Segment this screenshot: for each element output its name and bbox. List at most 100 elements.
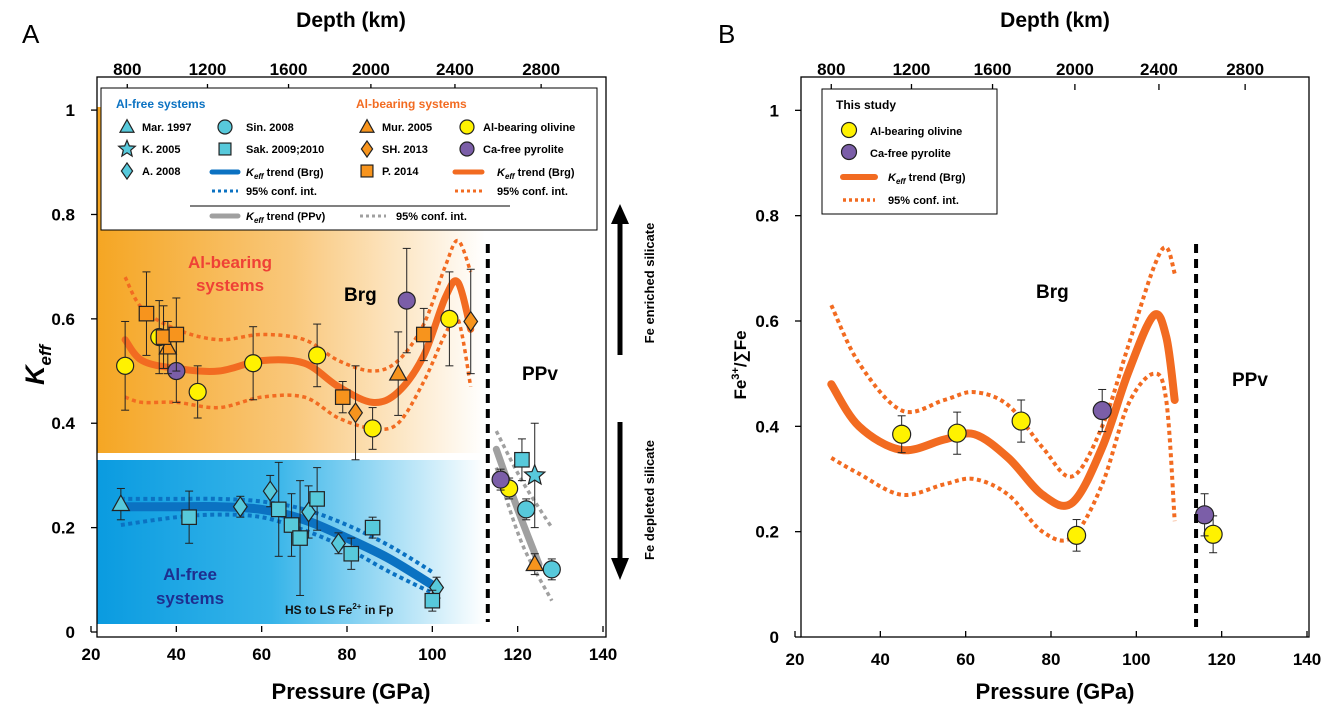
y-axis-title-a: Keff — [20, 343, 55, 385]
y-axis-title-b: Fe3+/∑Fe — [730, 330, 750, 399]
ca-free-pyrolite-point — [1092, 400, 1112, 421]
legend-mur-marker — [358, 118, 376, 133]
legend-sh-label: SH. 2013 — [382, 144, 428, 156]
a-2008-point — [232, 495, 248, 518]
legend-heading-this-study: This study — [836, 98, 896, 112]
al-bearing-olivine-point — [244, 354, 263, 373]
legend-sh-marker — [360, 139, 374, 159]
al-bearing-olivine-point — [116, 356, 135, 375]
legend-olivine-label: Al-bearing olivine — [483, 122, 575, 134]
al-bearing-olivine-point — [892, 424, 912, 444]
p-2014-point — [334, 389, 351, 405]
legend-b-olivine-label: Al-bearing olivine — [870, 126, 962, 138]
data-points-a — [111, 247, 561, 612]
legend-trend-gray-label: Keff trend (PPv) — [246, 211, 326, 225]
brg-label-b: Brg — [1036, 282, 1069, 303]
axes-b: 20 40 60 80 100 120 140 0 0.2 0.4 0.6 0.8 1 800 1200 16… — [755, 60, 1321, 669]
brg-upper-conf — [829, 245, 1177, 479]
x-tick-label: 60 — [252, 645, 271, 664]
legend-b-olivine-marker — [840, 121, 858, 139]
sak-2009-2010-point — [424, 592, 441, 609]
legend-a: Al-free systems Al-bearing systems Mar. … — [100, 87, 598, 231]
x-tick-label: 140 — [1293, 650, 1321, 669]
y-axis-title-fe: Fe — [731, 380, 750, 400]
trend-lines-b — [827, 245, 1179, 543]
mur-2005-point — [388, 363, 408, 381]
sak-2009-2010-point — [309, 491, 325, 507]
legend-trend-orange-label: Keff trend (Brg) — [497, 167, 575, 181]
x2-tick-label: 800 — [113, 60, 141, 79]
mur-2005-point — [525, 553, 545, 572]
x2-tick-label: 2800 — [522, 60, 560, 79]
legend-trend-blue-label-k: K — [246, 167, 255, 179]
x2-tick-label: 1200 — [893, 60, 931, 79]
y-tick-label: 0.2 — [755, 523, 779, 542]
legend-pyrolite-label: Ca-free pyrolite — [483, 144, 564, 156]
y-tick-label: 0 — [770, 628, 779, 647]
x2-tick-label: 2800 — [1226, 60, 1264, 79]
y-tick-label: 0.4 — [755, 417, 779, 436]
sak-2009-2010-point — [364, 519, 381, 536]
hs-ls-text: HS to LS Fe — [285, 603, 353, 617]
al-bearing-olivine-point — [1066, 525, 1087, 545]
legend-trend-gray-label-tail: trend (PPv) — [264, 211, 326, 223]
x-tick-label: 80 — [338, 645, 357, 664]
legend-b-trend-label: Keff trend (Brg) — [888, 172, 966, 186]
hs-ls-sup: 2+ — [352, 602, 361, 611]
y-tick-label: 0.8 — [51, 205, 75, 224]
ca-free-pyrolite-point — [397, 291, 416, 310]
brg-trend — [827, 310, 1179, 510]
legend-conf-gray-label: 95% conf. int. — [396, 211, 467, 223]
legend-trend-orange-label-tail: trend (Brg) — [515, 167, 575, 179]
k-2005-point — [523, 463, 547, 486]
legend-mar-label: Mar. 1997 — [142, 122, 192, 134]
x2-tick-label: 2000 — [1056, 60, 1094, 79]
x2-tick-label: 1600 — [270, 60, 308, 79]
legend-mur-label: Mur. 2005 — [382, 122, 432, 134]
al-bearing-label-1: Al-bearing — [188, 253, 272, 272]
legend-trend-gray-label-sub: eff — [254, 216, 265, 225]
p-2014-point — [415, 326, 432, 343]
x2-tick-label: 2400 — [436, 60, 474, 79]
panel-label-b: B — [718, 19, 735, 49]
legend-b-pyrolite-marker — [840, 143, 858, 161]
sin-2008-point — [542, 560, 561, 579]
sak-2009-2010-point — [514, 451, 530, 468]
hs-ls-tail: in Fp — [361, 603, 393, 617]
x2-tick-label: 2000 — [352, 60, 390, 79]
x-tick-label: 40 — [167, 645, 186, 664]
brg-label-a: Brg — [344, 285, 377, 306]
y-axis-title-tail: /∑Fe — [731, 330, 750, 367]
plot-frame-b — [800, 76, 1310, 638]
x-tick-label: 100 — [418, 645, 446, 664]
a-2008-point — [301, 501, 317, 523]
sak-2009-2010-point — [292, 530, 308, 546]
legend-a-items: Mar. 1997 K. 2005 A. 2008 Sin. 2008 Sak. 200… — [117, 118, 575, 225]
legend-sak-label: Sak. 2009;2010 — [246, 144, 324, 156]
legend-heading-al-bearing: Al-bearing systems — [356, 97, 467, 111]
legend-b-trend-sub: eff — [896, 177, 907, 186]
p-2014-point — [138, 305, 155, 322]
brg-lower-conf — [830, 371, 1177, 543]
legend-trend-blue-label-sub: eff — [254, 172, 265, 181]
legend-trend-blue-label: Keff trend (Brg) — [246, 167, 324, 181]
sak-2009-2010-point — [283, 517, 300, 533]
x-tick-label: 40 — [871, 650, 890, 669]
ppv-label-a: PPv — [522, 364, 558, 385]
legend-b-items: Al-bearing olivine Ca-free pyrolite Keff t… — [840, 121, 966, 207]
axes-a: 20 40 60 80 100 120 140 0 0.2 0.4 0.6 0.8 1 800 1200 16… — [51, 60, 617, 664]
x-tick-label: 140 — [589, 645, 617, 664]
legend-sin-label: Sin. 2008 — [246, 122, 294, 134]
al-bearing-label-2: systems — [196, 276, 264, 295]
al-bearing-olivine-point — [1011, 411, 1031, 431]
y-tick-label: 0.2 — [51, 519, 75, 538]
legend-conf-blue-label: 95% conf. int. — [246, 186, 317, 198]
x-tick-label: 120 — [1207, 650, 1235, 669]
x-tick-label: 120 — [503, 645, 531, 664]
legend-b-trend-k: K — [888, 172, 897, 184]
legend-trend-orange-label-k: K — [497, 167, 506, 179]
legend-trend-orange-label-sub: eff — [505, 172, 516, 181]
sak-2009-2010-point — [343, 545, 360, 562]
legend-k05-label: K. 2005 — [142, 144, 181, 156]
